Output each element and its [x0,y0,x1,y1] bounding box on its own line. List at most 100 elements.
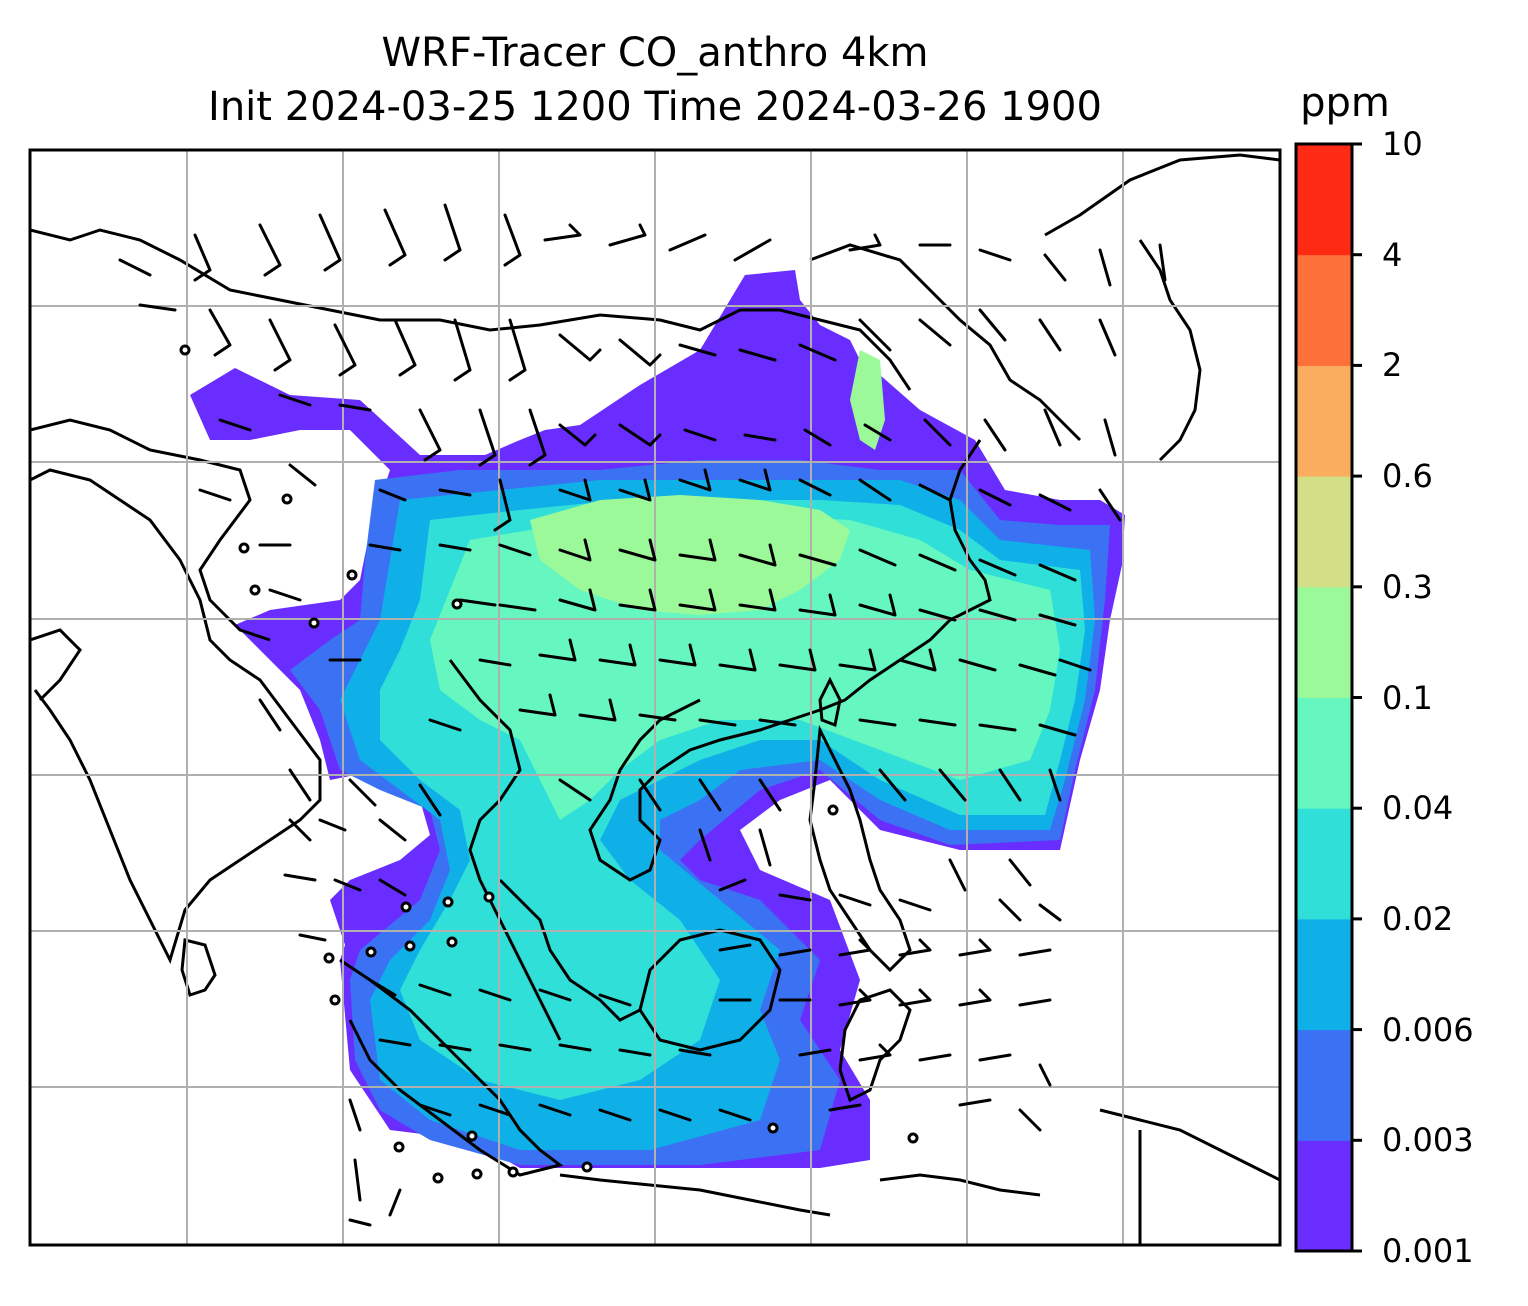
colorbar-tick-label: 0.001 [1382,1232,1474,1270]
calm-wind-circle-icon [907,1132,919,1144]
wind-barb-icon [998,898,1022,922]
wind-barb-icon [718,878,747,892]
wind-barb-icon [698,828,712,862]
wind-barb-icon [858,1043,892,1062]
coastline-china-east [819,439,992,712]
wind-barb-icon [978,308,1007,342]
wind-barb-icon [218,418,252,432]
colorbar-segment [1296,476,1352,588]
wind-barb-icon [1018,1108,1042,1132]
wind-barb-icon [278,393,312,407]
wind-barb-icon [498,1043,532,1052]
wind-barb-icon [418,783,442,817]
wind-barb-icon [438,1043,472,1052]
calm-wind-circle-icon [238,542,250,554]
wind-barb-icon [733,238,772,262]
wind-barb-icon [618,1048,652,1057]
wind-barb-icon [338,403,372,412]
wind-barb-icon [718,943,752,952]
wind-barb-icon [738,468,772,492]
wind-barbs [118,203,1167,1227]
coastline-newguinea [1099,1108,1280,1182]
wind-barb-icon [838,893,872,907]
wind-barb-icon [428,718,462,732]
wind-barb-icon [898,898,932,912]
colorbar [1294,142,1362,1253]
wind-barb-icon [638,713,677,722]
wind-barb-icon [393,318,417,377]
calm-wind-circle-icon [471,1168,483,1180]
wind-barb-icon [453,318,472,382]
wind-barb-icon [353,1158,362,1202]
coastline-taiwan [818,676,842,728]
calm-wind-circle-icon [329,994,341,1006]
wind-barb-icon [978,1053,1012,1062]
wind-barb-icon [268,318,292,372]
wind-barb-icon [738,348,777,362]
wind-barb-icon [258,698,282,732]
map-subtitle: Init 2024-03-25 1200 Time 2024-03-26 190… [208,84,1102,130]
wind-barb-icon [858,548,897,567]
colorbar-segment [1296,697,1352,809]
calm-wind-circle-icon [404,940,416,952]
wind-barb-icon [1038,493,1072,512]
calm-wind-circle-icon [323,952,335,964]
wind-barb-icon [1058,658,1092,672]
wind-barb-icon [918,718,957,727]
wind-barb-icon [1038,563,1077,582]
wind-barb-icon [348,1098,362,1132]
wind-barb-icon [318,818,347,832]
colorbar-tick-label: 0.6 [1382,457,1433,496]
calm-wind-circle-icon [451,598,463,610]
calm-wind-circle-icon [281,493,293,505]
wind-barb-icon [1048,768,1062,802]
wind-barb-icon [678,468,712,492]
wind-barb-icon [618,423,662,447]
wind-barb-icon [838,648,877,672]
wind-barb-icon [838,938,872,957]
wind-barb-icon [918,483,952,502]
wind-barb-icon [863,423,892,442]
wind-barb-icon [318,213,342,272]
colorbar-segment [1296,1029,1352,1141]
wind-barb-icon [478,988,512,1002]
wind-barb-icon [858,318,892,352]
coastline-philippines [808,724,912,973]
wind-barb-icon [958,938,992,957]
wind-barb-icon [478,658,512,667]
colorbar-tick-label: 0.04 [1382,789,1454,828]
wind-barb-icon [598,643,637,667]
coastlines [30,153,1280,1245]
wind-barb-icon [288,768,312,802]
coastline-sulawesi [838,988,912,1103]
colorbar-segment [1296,254,1352,366]
wind-barb-icon [778,648,817,672]
wind-barb-icon [543,223,582,242]
wind-barb-icon [898,938,932,957]
wind-barb-icon [378,488,407,502]
calm-wind-circle-icon [581,1161,593,1173]
wind-barb-icon [608,223,647,247]
wind-barb-icon [438,488,472,497]
wind-barb-icon [923,418,952,447]
wind-barb-icon [898,648,937,672]
wind-barb-icon [918,1053,952,1062]
calm-wind-circle-icon [308,617,320,629]
wind-barb-icon [668,233,707,252]
wind-barb-icon [1043,408,1062,447]
coastline-lesser-sunda [879,1173,1041,1197]
calm-wind-circle-icon [507,1166,519,1178]
wind-barb-icon [828,1103,862,1112]
coastline-korea-japan [1044,153,1280,237]
colorbar-segment [1296,586,1352,698]
wind-barb-icon [1098,488,1122,522]
wind-barb-icon [878,768,907,802]
calm-wind-circle-icon [446,936,458,948]
wind-barb-icon [538,638,577,662]
wind-barb-icon [493,478,512,532]
wind-barb-icon [193,233,212,282]
wind-barb-icon [678,343,717,357]
wind-barb-icon [738,588,777,612]
calm-wind-markers [179,344,919,1184]
wind-barb-icon [558,423,597,447]
